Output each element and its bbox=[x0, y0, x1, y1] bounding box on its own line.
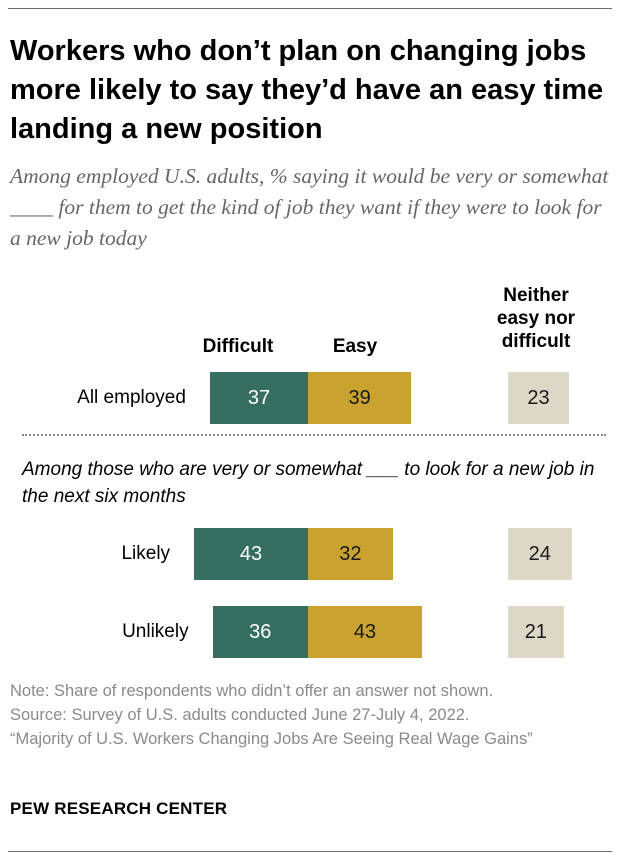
note-text: Note: Share of respondents who didn’t of… bbox=[10, 682, 494, 700]
footer-brand: PEW RESEARCH CENTER bbox=[10, 799, 228, 818]
row-label-all-employed: All employed bbox=[77, 387, 186, 408]
group-label: Among those who are very or somewhat ___… bbox=[22, 459, 595, 507]
bar-difficult-unlikely: 36 bbox=[212, 606, 308, 658]
row-label-likely: Likely bbox=[121, 543, 171, 564]
column-header-neither-line-3: difficult bbox=[501, 331, 571, 352]
source-text: Source: Survey of U.S. adults conducted … bbox=[10, 706, 470, 724]
row-label-unlikely: Unlikely bbox=[122, 621, 189, 642]
column-header-difficult: Difficult bbox=[202, 336, 274, 357]
column-header-neither-line-2: easy nor bbox=[496, 308, 576, 329]
bar-easy-all-employed: 39 bbox=[308, 372, 412, 424]
column-header-easy: Easy bbox=[332, 336, 378, 357]
bar-difficult-all-employed: 37 bbox=[209, 372, 308, 424]
bar-easy-likely: 32 bbox=[308, 528, 393, 580]
group-divider bbox=[22, 434, 606, 436]
notes: Note: Share of respondents who didn’t of… bbox=[10, 679, 610, 751]
top-rule bbox=[8, 8, 612, 9]
column-header-neither: Neither easy nor difficult bbox=[476, 284, 596, 353]
bar-neither-likely: 24 bbox=[508, 528, 572, 580]
bottom-rule bbox=[8, 851, 612, 852]
report-text: “Majority of U.S. Workers Changing Jobs … bbox=[10, 730, 533, 748]
bar-difficult-likely: 43 bbox=[194, 528, 308, 580]
bar-neither-unlikely: 21 bbox=[508, 606, 564, 658]
chart-title: Workers who don’t plan on changing jobs … bbox=[10, 35, 604, 145]
bar-neither-all-employed: 23 bbox=[508, 372, 569, 424]
column-header-neither-line-1: Neither bbox=[503, 285, 569, 306]
bar-easy-unlikely: 43 bbox=[308, 606, 422, 658]
chart-subtitle: Among employed U.S. adults, % saying it … bbox=[10, 164, 609, 250]
